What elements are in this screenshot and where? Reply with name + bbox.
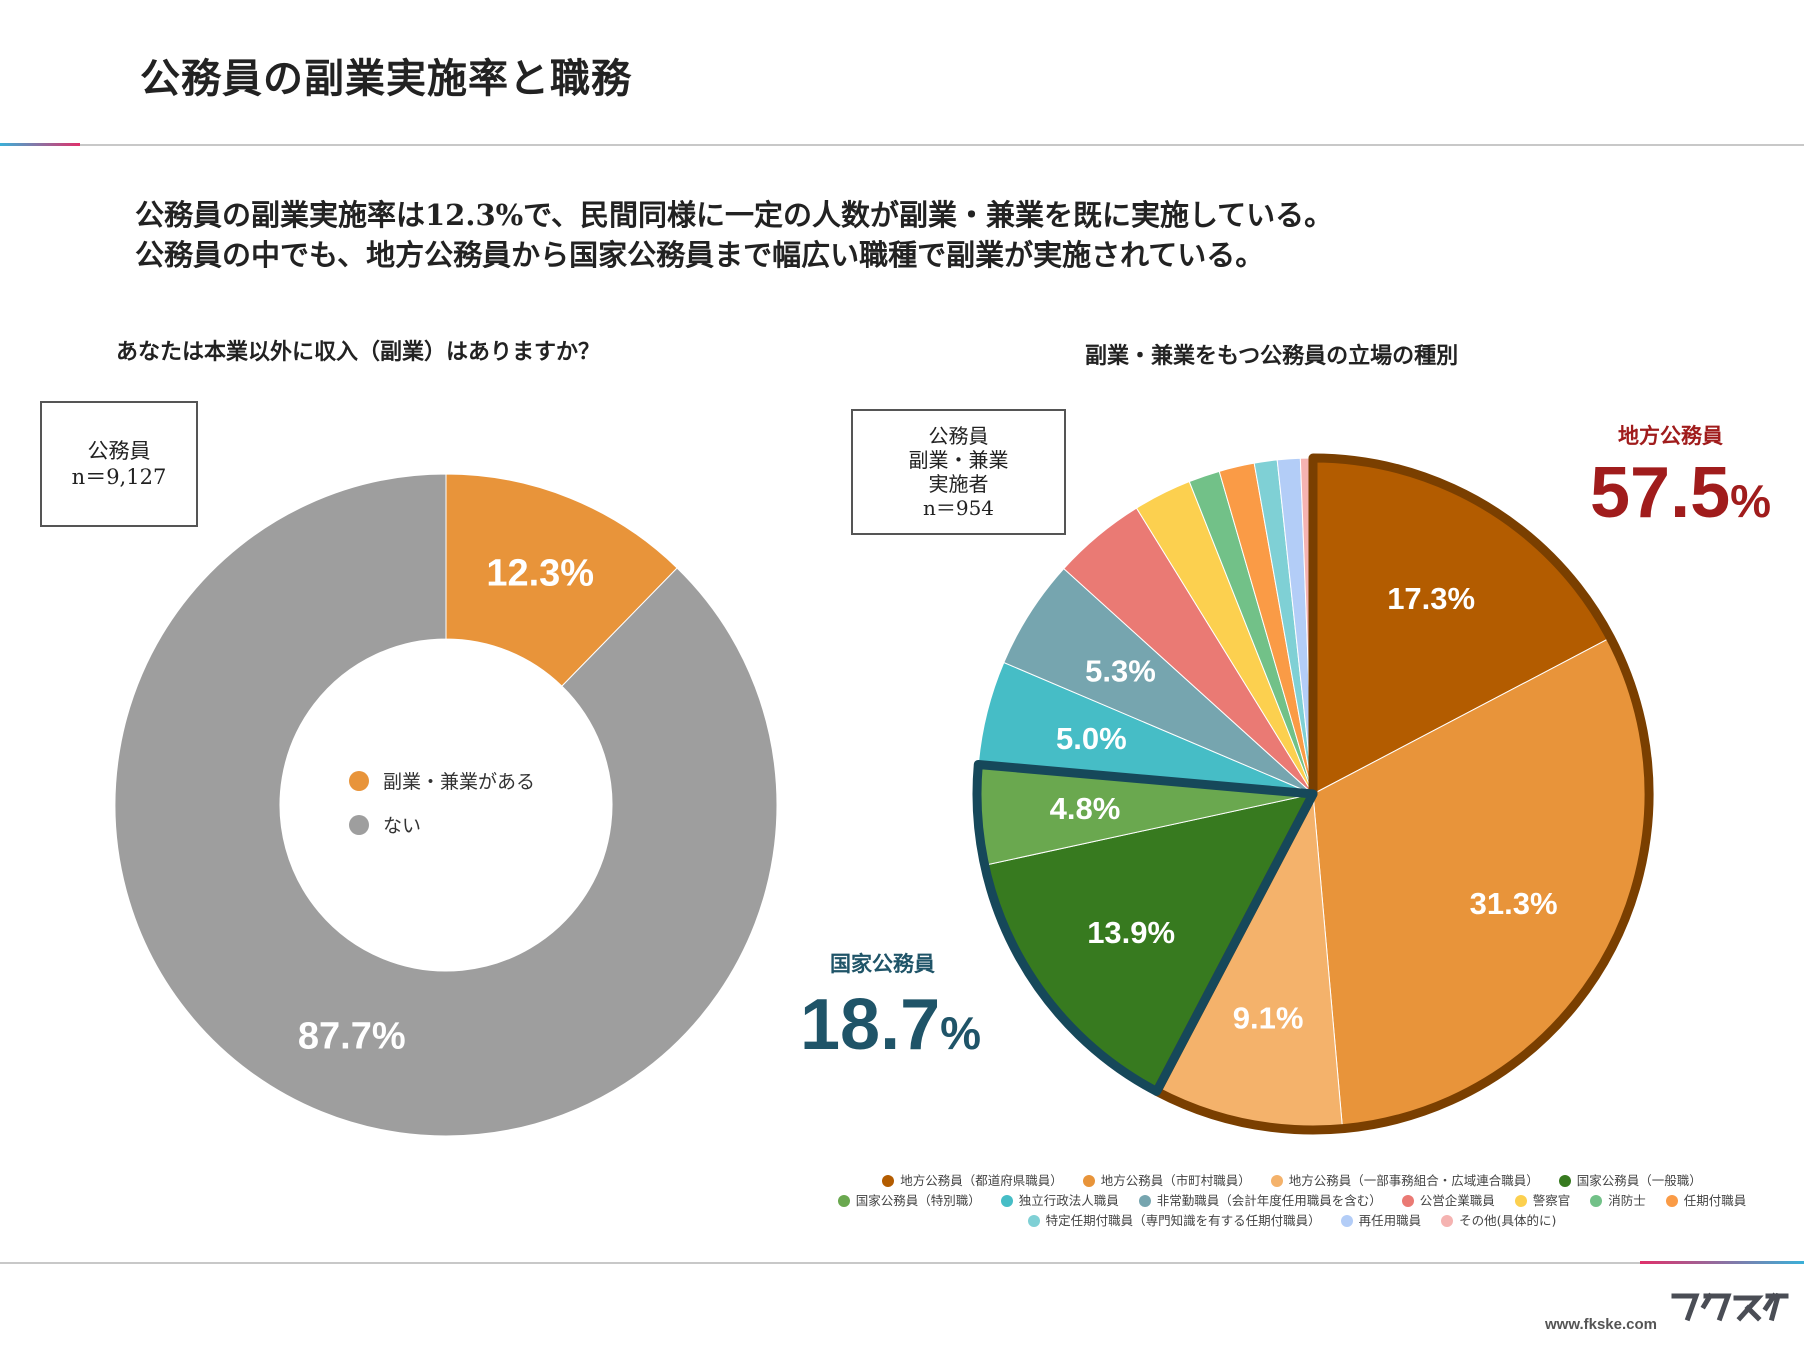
legend-item-7: 公営企業職員 [1401, 1192, 1495, 1210]
group-label-national: 国家公務員 [830, 951, 935, 976]
legend-item-6: 非常勤職員（会計年度任用職員を含む） [1138, 1192, 1382, 1210]
pie-chart-title: 副業・兼業をもつ公務員の立場の種別 [1085, 343, 1459, 369]
donut-legend-item-0: 副業・兼業がある [349, 767, 535, 794]
legend-dot-icon [1270, 1175, 1283, 1187]
legend-label: 地方公務員（市町村職員） [1100, 1173, 1251, 1188]
legend-item-9: 消防士 [1590, 1192, 1646, 1210]
legend-row: 特定任期付職員（専門知識を有する任期付職員） 再任用職員 その他(具体的に) [780, 1212, 1804, 1232]
sample-label: 公務員 [87, 438, 151, 463]
legend-item-12: 再任用職員 [1340, 1212, 1422, 1230]
data-label-0: 17.3% [1387, 581, 1475, 616]
legend-dot-icon [1514, 1195, 1527, 1207]
pie-sample-box: 公務員 副業・兼業 実施者 n＝954 [851, 409, 1066, 535]
data-label-0: 12.3% [486, 552, 594, 594]
legend-item-11: 特定任期付職員（専門知識を有する任期付職員） [1027, 1212, 1321, 1230]
legend-label: ない [383, 815, 422, 837]
data-label-6: 5.3% [1085, 653, 1156, 688]
sample-line: 公務員 [928, 424, 989, 448]
legend-label: 地方公務員（一部事務組合・広域連合職員） [1288, 1173, 1539, 1188]
group-outline-0 [1152, 453, 1654, 1135]
header-divider [0, 144, 1804, 146]
group-unit: % [1730, 475, 1772, 527]
legend-dot-icon [1000, 1195, 1013, 1207]
data-label-4: 4.8% [1050, 791, 1121, 826]
legend-row: 地方公務員（都道府県職員） 地方公務員（市町村職員） 地方公務員（一部事務組合・広域… [780, 1172, 1804, 1192]
summary-line-2: 公務員の中でも、地方公務員から国家公務員まで幅広い職種で副業が実施されている。 [135, 238, 1265, 272]
legend-item-10: 任期付職員 [1665, 1192, 1747, 1210]
data-label-1: 31.3% [1470, 886, 1558, 921]
legend-item-8: 警察官 [1514, 1192, 1571, 1210]
legend-label: 公営企業職員 [1419, 1193, 1495, 1208]
slice-0 [445, 473, 678, 687]
legend-item-5: 独立行政法人職員 [1000, 1192, 1119, 1210]
fukusuke-logo [1671, 1292, 1789, 1322]
legend-dot-icon [1401, 1195, 1414, 1207]
group-value-national: 18.7% [800, 984, 981, 1066]
pie-legend: 地方公務員（都道府県職員） 地方公務員（市町村職員） 地方公務員（一部事務組合・広域… [780, 1172, 1804, 1232]
donut-legend-item-1: ない [349, 811, 421, 838]
donut-chart: 12.3% 87.7% [114, 473, 778, 1137]
sample-line: 実施者 [928, 472, 989, 496]
legend-dot-icon [1665, 1195, 1678, 1207]
legend-label: 地方公務員（都道府県職員） [900, 1173, 1063, 1188]
donut-sample-box: 公務員 n＝9,127 [40, 401, 198, 527]
legend-label: 副業・兼業がある [383, 771, 536, 793]
legend-item-0: 地方公務員（都道府県職員） [882, 1172, 1063, 1190]
header-accent [0, 143, 80, 146]
footer-url: www.fkske.com [1545, 1316, 1657, 1333]
data-label-3: 13.9% [1087, 915, 1175, 950]
sample-n: n＝954 [922, 496, 995, 520]
legend-label: 再任用職員 [1358, 1213, 1422, 1228]
legend-label: 国家公務員（一般職） [1576, 1173, 1702, 1188]
legend-dot-icon [1590, 1195, 1603, 1207]
slice-1 [114, 473, 778, 1137]
group-label-local: 地方公務員 [1618, 423, 1723, 448]
legend-label: 非常勤職員（会計年度任用職員を含む） [1156, 1193, 1382, 1208]
legend-item-3: 国家公務員（一般職） [1558, 1172, 1702, 1190]
pie-chart: 17.3% 31.3% 9.1% 13.9% 4.8% 5.0% 5.3% [972, 453, 1654, 1135]
legend-dot-icon [1082, 1175, 1095, 1187]
legend-item-1: 地方公務員（市町村職員） [1082, 1172, 1251, 1190]
legend-label: 警察官 [1532, 1193, 1571, 1208]
group-value-local: 57.5% [1590, 452, 1771, 534]
sample-line: 副業・兼業 [908, 448, 1009, 472]
legend-item-4: 国家公務員（特別職） [837, 1192, 981, 1210]
donut-chart-title: あなたは本業以外に収入（副業）はありますか？ [116, 339, 601, 365]
sample-n: n＝9,127 [71, 465, 167, 489]
legend-label: 独立行政法人職員 [1018, 1193, 1119, 1208]
legend-item-13: その他(具体的に) [1441, 1212, 1556, 1230]
legend-dot-icon [1558, 1175, 1571, 1187]
legend-label: 任期付職員 [1683, 1193, 1747, 1208]
group-value: 18.7 [800, 985, 941, 1065]
group-outline-1 [972, 759, 1318, 1096]
footer-divider [0, 1262, 1804, 1264]
page-title: 公務員の副業実施率と職務 [140, 55, 632, 102]
legend-item-2: 地方公務員（一部事務組合・広域連合職員） [1270, 1172, 1539, 1190]
legend-label: 特定任期付職員（専門知識を有する任期付職員） [1045, 1213, 1321, 1228]
legend-dot-icon [1027, 1215, 1040, 1227]
legend-dot-icon [882, 1175, 895, 1187]
group-unit: % [940, 1007, 982, 1059]
legend-dot-icon [837, 1195, 850, 1207]
legend-dot-icon [349, 770, 369, 791]
legend-row: 国家公務員（特別職） 独立行政法人職員 非常勤職員（会計年度任用職員を含む） 公営企業… [780, 1192, 1804, 1212]
legend-label: 消防士 [1608, 1193, 1646, 1208]
legend-dot-icon [1340, 1215, 1353, 1227]
footer-accent [1640, 1261, 1804, 1264]
summary-line-1: 公務員の副業実施率は12.3%で、民間同様に一定の人数が副業・兼業を既に実施して… [135, 198, 1334, 232]
legend-dot-icon [1138, 1195, 1151, 1207]
legend-label: 国家公務員（特別職） [855, 1193, 981, 1208]
legend-dot-icon [1441, 1215, 1454, 1227]
legend-label: その他(具体的に) [1459, 1213, 1557, 1228]
legend-dot-icon [349, 814, 369, 835]
data-label-1: 87.7% [298, 1016, 406, 1058]
data-label-2: 9.1% [1233, 1001, 1304, 1036]
data-label-5: 5.0% [1056, 721, 1127, 756]
group-value: 57.5 [1590, 453, 1731, 533]
